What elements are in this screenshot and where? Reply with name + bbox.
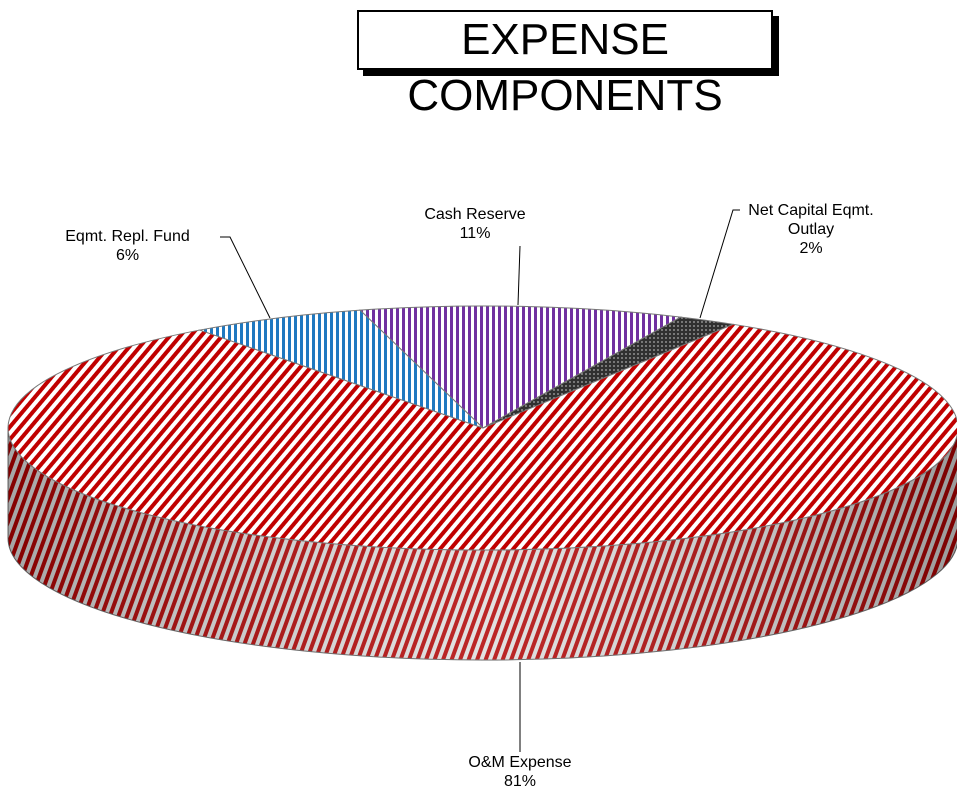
pie-slice	[358, 305, 683, 429]
slice-label: Eqmt. Repl. Fund 6%	[40, 227, 215, 265]
slice-value: 6%	[115, 247, 140, 264]
leader-line	[699, 209, 740, 319]
slice-name: Net Capital Eqmt. Outlay	[748, 202, 874, 238]
chart-title: EXPENSE COMPONENTS	[357, 10, 773, 120]
leader-line	[220, 236, 271, 319]
slice-name: O&M Expense	[468, 754, 572, 771]
slice-label: Cash Reserve 11%	[395, 205, 555, 243]
pie-slice	[197, 309, 484, 429]
pie-side-shade	[8, 428, 957, 660]
slice-label: Net Capital Eqmt. Outlay 2%	[740, 201, 882, 258]
leader-line	[517, 245, 521, 306]
slice-value: 11%	[459, 225, 491, 242]
slice-name: Cash Reserve	[424, 206, 526, 223]
slice-value: 81%	[503, 773, 537, 790]
pie-slice	[7, 323, 957, 551]
slice-value: 2%	[799, 240, 823, 257]
slice-name: Eqmt. Repl. Fund	[65, 228, 190, 245]
slice-label: O&M Expense 81%	[440, 753, 600, 791]
